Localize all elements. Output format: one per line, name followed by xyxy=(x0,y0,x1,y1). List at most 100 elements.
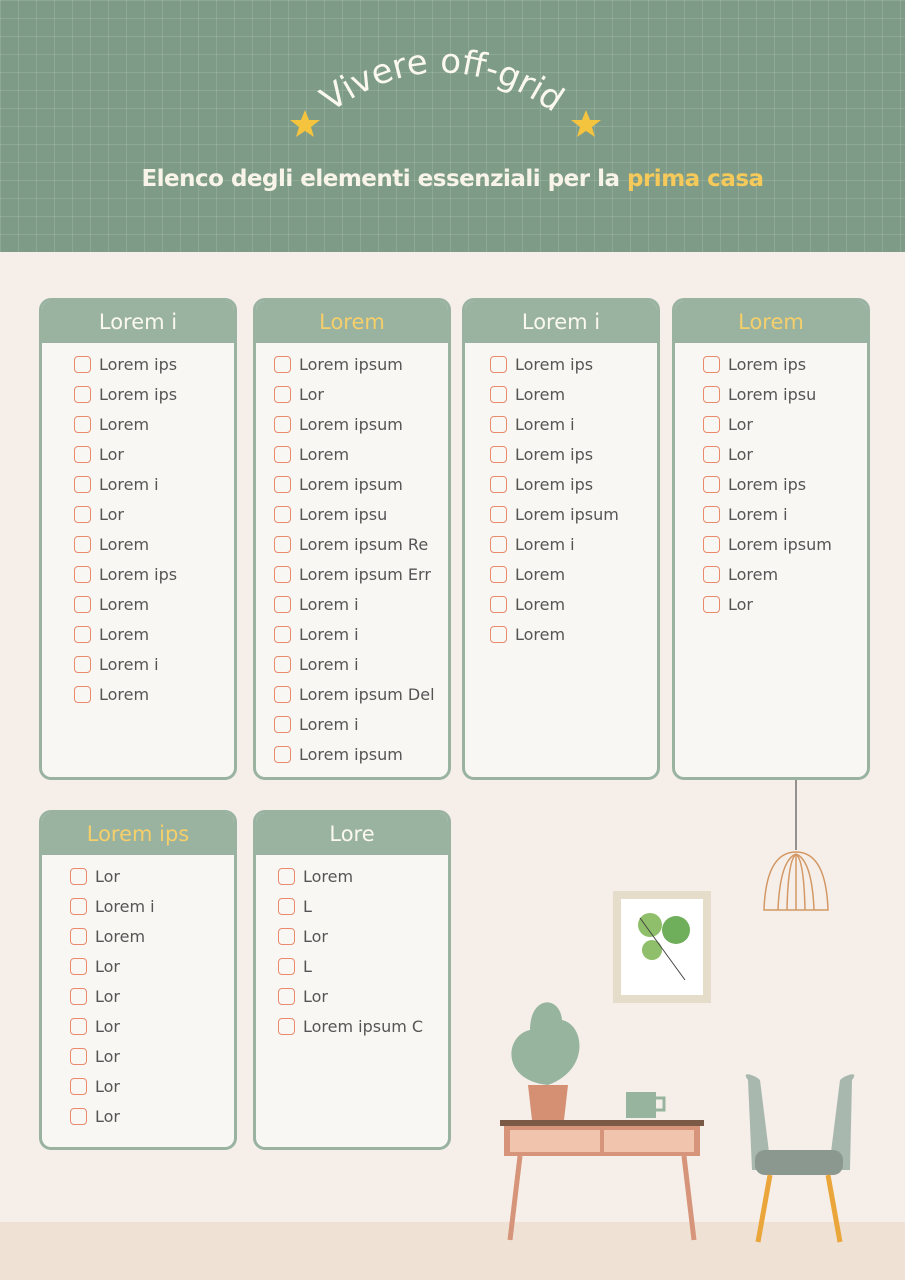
checkbox[interactable] xyxy=(274,625,291,643)
checkbox[interactable] xyxy=(490,415,507,433)
checkbox[interactable] xyxy=(490,385,507,403)
checklist-item[interactable]: Lorem ipsum xyxy=(274,739,448,769)
checklist-item[interactable]: Lorem i xyxy=(74,469,234,499)
checkbox[interactable] xyxy=(490,475,507,493)
checklist-item[interactable]: Lorem xyxy=(278,861,448,891)
checklist-item[interactable]: Lorem xyxy=(74,409,234,439)
checklist-item[interactable]: Lorem i xyxy=(70,891,234,921)
checkbox[interactable] xyxy=(703,535,720,553)
checkbox[interactable] xyxy=(703,415,720,433)
checklist-item[interactable]: Lorem ips xyxy=(703,349,867,379)
checkbox[interactable] xyxy=(274,475,291,493)
checklist-item[interactable]: Lorem ips xyxy=(490,439,657,469)
checkbox[interactable] xyxy=(278,927,295,945)
checkbox[interactable] xyxy=(274,715,291,733)
checkbox[interactable] xyxy=(70,987,87,1005)
checklist-item[interactable]: Lorem ipsum xyxy=(490,499,657,529)
checkbox[interactable] xyxy=(74,685,91,703)
checkbox[interactable] xyxy=(74,355,91,373)
checklist-item[interactable]: Lorem xyxy=(70,921,234,951)
checklist-item[interactable]: Lorem ipsu xyxy=(703,379,867,409)
checklist-item[interactable]: Lorem xyxy=(490,559,657,589)
checkbox[interactable] xyxy=(70,1047,87,1065)
checklist-item[interactable]: Lor xyxy=(274,379,448,409)
checklist-item[interactable]: Lor xyxy=(703,439,867,469)
checklist-item[interactable]: Lor xyxy=(703,589,867,619)
checklist-item[interactable]: Lor xyxy=(70,1101,234,1131)
checklist-item[interactable]: Lorem ips xyxy=(74,349,234,379)
checklist-item[interactable]: Lorem ipsum xyxy=(274,349,448,379)
checkbox[interactable] xyxy=(703,355,720,373)
checkbox[interactable] xyxy=(74,535,91,553)
checkbox[interactable] xyxy=(74,625,91,643)
checkbox[interactable] xyxy=(274,445,291,463)
checkbox[interactable] xyxy=(274,745,291,763)
checkbox[interactable] xyxy=(274,355,291,373)
checkbox[interactable] xyxy=(278,867,295,885)
checkbox[interactable] xyxy=(703,385,720,403)
checklist-item[interactable]: Lorem ips xyxy=(490,349,657,379)
checklist-item[interactable]: Lorem i xyxy=(274,649,448,679)
checkbox[interactable] xyxy=(490,505,507,523)
checkbox[interactable] xyxy=(74,385,91,403)
checklist-item[interactable]: Lor xyxy=(74,499,234,529)
checkbox[interactable] xyxy=(274,565,291,583)
checkbox[interactable] xyxy=(703,595,720,613)
checklist-item[interactable]: Lor xyxy=(70,861,234,891)
checklist-item[interactable]: Lor xyxy=(74,439,234,469)
checklist-item[interactable]: Lor xyxy=(70,981,234,1011)
checkbox[interactable] xyxy=(490,355,507,373)
checkbox[interactable] xyxy=(70,1077,87,1095)
checklist-item[interactable]: Lorem xyxy=(74,529,234,559)
checklist-item[interactable]: Lorem ipsum C xyxy=(278,1011,448,1041)
checkbox[interactable] xyxy=(278,1017,295,1035)
checkbox[interactable] xyxy=(70,1017,87,1035)
checklist-item[interactable]: Lor xyxy=(70,1071,234,1101)
checkbox[interactable] xyxy=(274,385,291,403)
checklist-item[interactable]: Lorem xyxy=(74,589,234,619)
checkbox[interactable] xyxy=(490,625,507,643)
checklist-item[interactable]: Lorem i xyxy=(74,649,234,679)
checklist-item[interactable]: Lorem xyxy=(74,619,234,649)
checkbox[interactable] xyxy=(74,415,91,433)
checklist-item[interactable]: Lorem i xyxy=(703,499,867,529)
checkbox[interactable] xyxy=(70,897,87,915)
checkbox[interactable] xyxy=(703,445,720,463)
checklist-item[interactable]: L xyxy=(278,951,448,981)
checklist-item[interactable]: Lor xyxy=(70,1011,234,1041)
checkbox[interactable] xyxy=(274,415,291,433)
checklist-item[interactable]: Lorem ipsum xyxy=(274,409,448,439)
checklist-item[interactable]: Lorem ips xyxy=(490,469,657,499)
checkbox[interactable] xyxy=(74,595,91,613)
checkbox[interactable] xyxy=(70,957,87,975)
checklist-item[interactable]: Lor xyxy=(70,1041,234,1071)
checklist-item[interactable]: Lorem xyxy=(490,589,657,619)
checkbox[interactable] xyxy=(274,685,291,703)
checklist-item[interactable]: Lorem ips xyxy=(74,379,234,409)
checklist-item[interactable]: Lorem xyxy=(703,559,867,589)
checklist-item[interactable]: Lorem ips xyxy=(703,469,867,499)
checklist-item[interactable]: Lor xyxy=(703,409,867,439)
checklist-item[interactable]: Lorem xyxy=(274,439,448,469)
checkbox[interactable] xyxy=(74,475,91,493)
checklist-item[interactable]: Lor xyxy=(278,981,448,1011)
checkbox[interactable] xyxy=(274,655,291,673)
checkbox[interactable] xyxy=(274,505,291,523)
checklist-item[interactable]: Lorem ipsu xyxy=(274,499,448,529)
checklist-item[interactable]: Lorem ips xyxy=(74,559,234,589)
checkbox[interactable] xyxy=(70,867,87,885)
checklist-item[interactable]: Lorem ipsum xyxy=(274,469,448,499)
checklist-item[interactable]: Lorem i xyxy=(490,409,657,439)
checkbox[interactable] xyxy=(74,505,91,523)
checkbox[interactable] xyxy=(703,565,720,583)
checklist-item[interactable]: Lorem i xyxy=(274,589,448,619)
checkbox[interactable] xyxy=(74,655,91,673)
checklist-item[interactable]: Lorem xyxy=(490,619,657,649)
checkbox[interactable] xyxy=(490,565,507,583)
checklist-item[interactable]: Lorem ipsum xyxy=(703,529,867,559)
checklist-item[interactable]: Lorem i xyxy=(490,529,657,559)
checkbox[interactable] xyxy=(74,445,91,463)
checkbox[interactable] xyxy=(490,445,507,463)
checkbox[interactable] xyxy=(490,595,507,613)
checklist-item[interactable]: Lorem xyxy=(74,679,234,709)
